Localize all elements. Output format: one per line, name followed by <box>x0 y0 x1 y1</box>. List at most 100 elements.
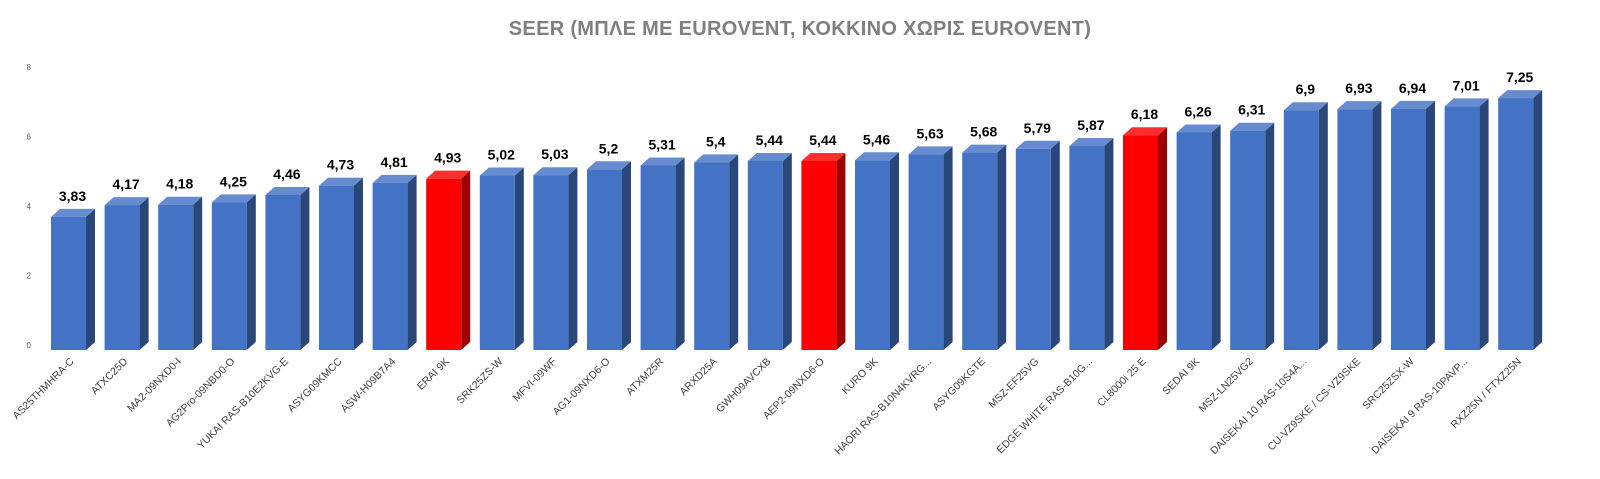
bar-side <box>782 152 792 350</box>
data-label: 4,73 <box>327 157 354 173</box>
bar-side <box>246 194 256 350</box>
x-tick-label: AG1-09NXD6-O <box>550 356 612 418</box>
bar-top <box>1337 101 1382 110</box>
y-tick-label: 2 <box>27 272 32 281</box>
bar-top <box>1015 140 1060 149</box>
data-label: 6,26 <box>1184 103 1211 119</box>
bar-top <box>158 196 203 205</box>
bar <box>855 152 899 350</box>
bar-top <box>908 146 953 155</box>
data-label: 4,25 <box>220 173 247 189</box>
data-label: 4,18 <box>166 176 193 192</box>
bar <box>479 167 524 350</box>
x-tick-label: SRC25ZSX-W <box>1360 356 1416 412</box>
bar <box>587 161 631 350</box>
bar-side <box>86 208 95 350</box>
bar-top <box>319 177 363 186</box>
data-label: 6,18 <box>1131 106 1158 122</box>
x-tick-label: CU-VZ9SKE / CS-VZ9SKE <box>1265 356 1363 454</box>
x-tick-label: MSZ-EF25VG <box>986 356 1041 411</box>
bar-side <box>354 177 363 350</box>
bar-front <box>1176 132 1212 350</box>
chart-title: SEER (ΜΠΛΕ ΜΕ EUROVENT, ΚΟΚΚΙΝΟ ΧΩΡΙΣ EU… <box>508 18 1092 40</box>
bar-top <box>104 197 149 206</box>
bar-top <box>479 167 524 176</box>
bar-side <box>1479 98 1489 350</box>
bar-top <box>372 174 417 183</box>
x-tick-label: DAISEKAI 10 RAS-10S4A... <box>1208 356 1309 457</box>
data-label: 6,9 <box>1296 81 1316 97</box>
x-tick-label: HAORI RAS-B10N4KVRG... <box>832 356 934 458</box>
bar <box>801 152 846 350</box>
bar-top <box>533 167 578 176</box>
bar-top <box>211 194 256 203</box>
data-label: 5,2 <box>599 140 619 156</box>
bar-front <box>1337 109 1373 351</box>
bar <box>372 174 417 350</box>
bar-front <box>1498 98 1534 350</box>
data-label: 5,46 <box>863 131 890 147</box>
bar-front <box>426 178 462 350</box>
bar-front <box>211 202 247 350</box>
bar-side <box>1265 122 1275 350</box>
x-tick-label: ASYG09KGTE <box>930 356 988 414</box>
bar-top <box>694 154 739 163</box>
bar <box>319 177 363 350</box>
x-tick-label: KURO 9K <box>840 356 881 397</box>
data-label: 5,02 <box>488 147 515 163</box>
bar-front <box>640 165 676 350</box>
bar <box>1069 138 1114 350</box>
bar-side <box>836 152 846 350</box>
bar-side <box>622 161 631 350</box>
bar-front <box>1015 148 1051 350</box>
bar-side <box>1211 124 1221 350</box>
bar-side <box>300 187 310 350</box>
bar <box>211 194 256 350</box>
bar <box>1176 124 1221 350</box>
bar-front <box>158 204 194 350</box>
bar-top <box>1123 127 1167 136</box>
y-tick-label: 0 <box>27 341 32 350</box>
bar <box>1498 90 1543 350</box>
data-label: 6,93 <box>1345 80 1372 96</box>
bar-top <box>1444 98 1489 107</box>
x-tick-label: ERAI 9K <box>415 356 452 393</box>
bar-top <box>1283 102 1328 111</box>
bar-front <box>747 160 783 350</box>
bar <box>533 167 578 350</box>
bar-side <box>568 167 578 350</box>
x-tick-label: ARXD25A <box>677 356 719 398</box>
bar <box>1230 122 1275 350</box>
bar-front <box>372 182 408 350</box>
bar-front <box>533 175 569 350</box>
bar <box>694 154 739 350</box>
bar <box>1337 101 1382 351</box>
x-tick-label: CL8000i 25 E <box>1095 356 1148 409</box>
data-label: 3,83 <box>59 188 86 204</box>
data-label: 5,68 <box>970 124 997 140</box>
bar <box>1283 102 1328 350</box>
bar-top <box>1176 124 1221 133</box>
bar-front <box>51 216 86 350</box>
bar-top <box>1230 122 1275 131</box>
bar-front <box>1444 106 1480 350</box>
bar-front <box>1123 135 1158 350</box>
data-label: 4,17 <box>112 176 139 192</box>
bar-side <box>1426 100 1435 351</box>
bar-side <box>1050 140 1060 350</box>
bar-top <box>962 144 1007 153</box>
data-label: 7,01 <box>1452 77 1479 93</box>
x-tick-label: SEDAI 9K <box>1160 356 1202 398</box>
bar-top <box>1391 100 1435 109</box>
bar <box>158 196 203 350</box>
bar-front <box>801 160 837 350</box>
bar-front <box>694 162 730 350</box>
y-tick-label: 4 <box>27 202 32 211</box>
bar-front <box>962 152 998 350</box>
data-label: 5,79 <box>1024 120 1051 136</box>
bar-side <box>729 154 739 350</box>
bar-top <box>747 152 792 161</box>
bar <box>1123 127 1167 351</box>
bar <box>1444 98 1489 350</box>
